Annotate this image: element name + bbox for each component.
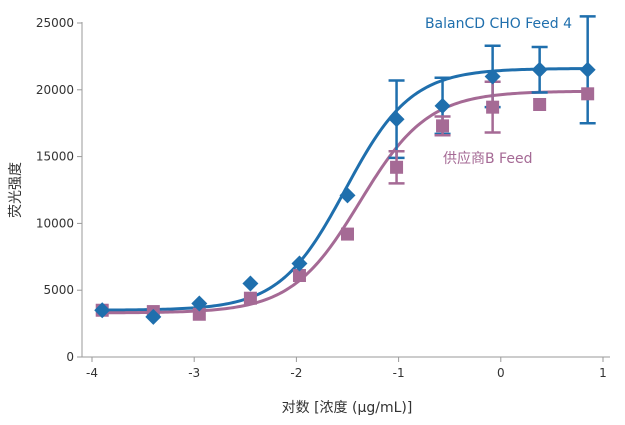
y-axis-title: 荧光强度 — [7, 162, 24, 218]
x-tick-label: -1 — [393, 366, 405, 380]
x-tick-label: -2 — [290, 366, 302, 380]
data-point-series-0 — [579, 61, 596, 78]
x-tick-label: -4 — [86, 366, 98, 380]
fit-curve-series-1 — [102, 89, 588, 315]
data-point-series-1 — [243, 291, 257, 305]
data-point-series-0 — [242, 275, 259, 292]
data-markers — [94, 61, 596, 325]
data-point-series-1 — [486, 100, 500, 114]
data-point-series-0 — [434, 97, 451, 114]
x-tick-label: 0 — [497, 366, 505, 380]
x-axis-title: 对数 [浓度 (μg/mL)] — [282, 400, 413, 416]
data-point-series-0 — [94, 302, 111, 319]
y-tick-label: 15000 — [36, 150, 74, 164]
data-point-series-1 — [436, 119, 450, 133]
series-label-vendor-b: 供应商B Feed — [443, 150, 532, 167]
y-tick-label: 25000 — [36, 16, 74, 30]
data-point-series-1 — [341, 227, 354, 241]
y-tick-label: 10000 — [36, 216, 74, 230]
axes — [81, 22, 610, 358]
y-tick-label: 20000 — [36, 83, 74, 97]
data-point-series-0 — [531, 61, 548, 78]
data-point-series-1 — [533, 97, 547, 111]
data-point-series-1 — [192, 307, 206, 321]
fit-curve-series-0 — [102, 67, 588, 312]
data-point-series-1 — [581, 87, 595, 101]
data-point-series-1 — [292, 269, 306, 283]
data-point-series-0 — [339, 187, 356, 204]
data-point-series-0 — [291, 255, 308, 272]
y-tick-label: 5000 — [43, 283, 74, 297]
data-point-series-1 — [390, 160, 404, 174]
x-tick-label: 1 — [599, 366, 607, 380]
data-point-series-0 — [388, 111, 405, 128]
data-point-series-0 — [484, 68, 501, 85]
series-label-balancd: BalanCD CHO Feed 4 — [425, 16, 572, 32]
y-tick-label: 0 — [66, 350, 74, 364]
data-point-series-0 — [145, 308, 162, 325]
ticks: -4 -3 -2 -1 0 1 0 5000 10000 15000 20000 25000 — [36, 16, 607, 380]
x-tick-label: -3 — [188, 366, 200, 380]
data-point-series-0 — [191, 295, 208, 312]
